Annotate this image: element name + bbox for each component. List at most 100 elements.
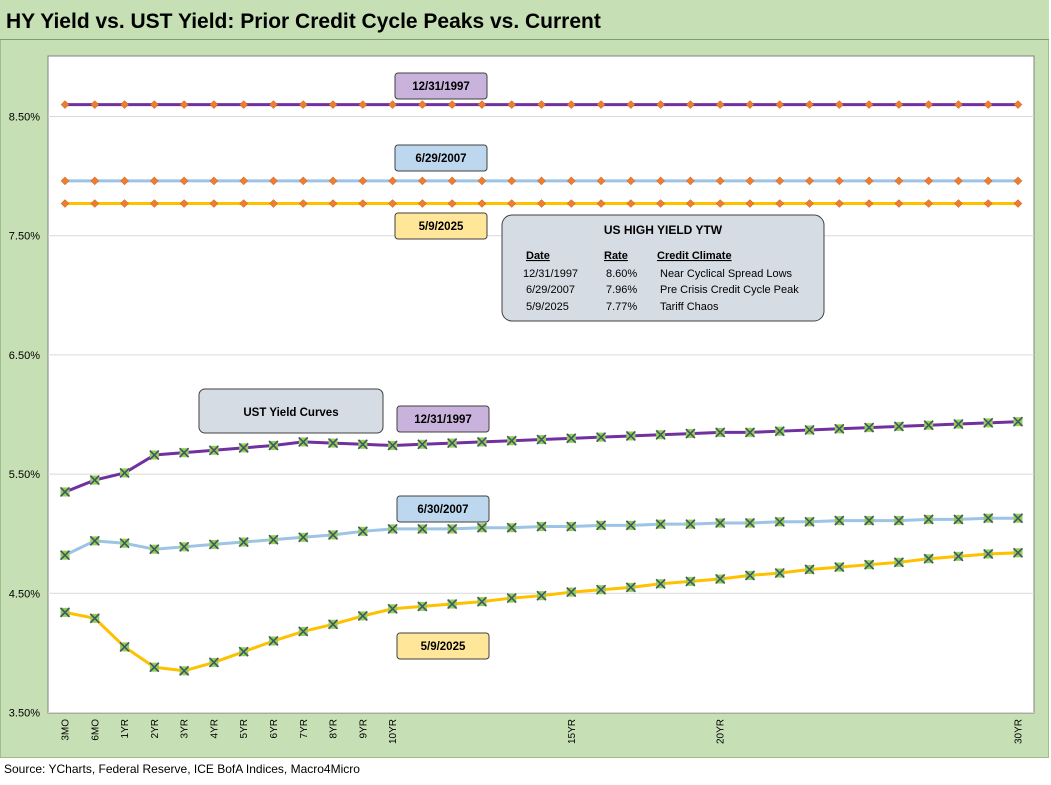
ust-point <box>179 665 190 676</box>
ust-point <box>655 429 666 440</box>
hy-point <box>447 199 457 208</box>
ust-point <box>268 635 279 647</box>
hy-point <box>924 176 934 186</box>
hy-point <box>596 100 606 109</box>
ust-point <box>774 426 785 437</box>
ust-point <box>685 428 696 439</box>
plot-area <box>47 55 1035 714</box>
ust-point <box>149 544 160 555</box>
hy-point <box>90 176 100 186</box>
hy-point <box>269 176 278 186</box>
hy-point <box>209 199 219 208</box>
y-tick-label: 6.50% <box>9 350 40 362</box>
hy-point <box>537 100 546 109</box>
hy-point <box>239 100 249 109</box>
hy-point <box>507 100 517 109</box>
ust-point <box>149 449 160 461</box>
chart-title: HY Yield vs. UST Yield: Prior Credit Cyc… <box>6 10 601 33</box>
hy-point <box>864 199 874 208</box>
hy-table-cell: 7.96% <box>606 284 637 296</box>
hy-point <box>864 100 874 109</box>
ust-point <box>953 551 964 562</box>
hy-point <box>954 176 963 186</box>
hy-point <box>924 199 934 208</box>
ust-point <box>89 613 100 624</box>
ust-point <box>476 436 488 447</box>
hy-point <box>328 199 338 208</box>
y-tick-label: 3.50% <box>9 708 40 720</box>
ust-point <box>59 486 71 498</box>
ust-point <box>357 610 368 622</box>
x-tick-label: 15YR <box>567 719 578 744</box>
y-tick-label: 8.50% <box>9 112 40 124</box>
hy-table-cell: 7.77% <box>606 301 637 313</box>
ust-point <box>774 567 785 579</box>
ust-series-label: 5/9/2025 <box>421 641 466 653</box>
hy-point <box>566 199 576 208</box>
x-tick-label: 6MO <box>90 719 101 741</box>
ust-point <box>238 442 249 453</box>
hy-point <box>775 199 785 208</box>
x-tick-label: 7YR <box>299 719 310 738</box>
x-tick-label: 30YR <box>1014 719 1025 744</box>
ust-point <box>208 539 219 550</box>
ust-point <box>357 526 368 537</box>
ust-point <box>536 590 547 601</box>
ust-point <box>89 535 100 546</box>
hy-point <box>298 100 308 109</box>
hy-table-cell: Tariff Chaos <box>660 301 719 313</box>
ust-point <box>447 523 458 534</box>
ust-point <box>119 467 130 478</box>
ust-series-label-box <box>396 632 490 660</box>
x-tick-label: 3MO <box>61 719 72 741</box>
hy-point <box>566 100 576 109</box>
hy-series-label: 6/29/2007 <box>415 153 466 165</box>
ust-point <box>595 432 607 443</box>
ust-point <box>417 601 428 612</box>
ust-point <box>983 548 994 560</box>
ust-point <box>953 514 964 525</box>
hy-point <box>805 100 814 109</box>
ust-point <box>387 440 398 451</box>
ust-series-label: 12/31/1997 <box>414 414 472 426</box>
ust-point <box>804 424 815 436</box>
ust-point <box>983 417 994 428</box>
ust-point <box>417 439 428 450</box>
hy-point <box>388 100 397 109</box>
ust-point <box>864 559 875 570</box>
hy-point <box>269 199 278 208</box>
ust-point <box>983 513 994 524</box>
ust-point <box>298 626 309 637</box>
hy-point <box>209 176 219 186</box>
ust-point <box>208 657 219 668</box>
hy-point <box>686 176 695 186</box>
hy-point <box>358 176 368 186</box>
hy-table-cell: Pre Crisis Credit Cycle Peak <box>660 284 799 296</box>
hy-point <box>179 100 189 109</box>
hy-point <box>358 199 368 208</box>
ust-series-label-box <box>396 405 490 433</box>
ust-point <box>893 421 904 432</box>
ust-series-label-box <box>396 495 490 523</box>
hy-point <box>149 176 159 186</box>
ust-point <box>327 529 339 540</box>
hy-point <box>745 100 755 109</box>
x-tick-label: 2YR <box>150 719 161 738</box>
hy-point <box>745 199 755 208</box>
ust-point <box>893 515 904 526</box>
ust-point <box>387 603 398 614</box>
hy-point <box>447 100 457 109</box>
hy-point <box>1013 176 1023 186</box>
ust-point <box>476 522 488 533</box>
hy-point <box>894 176 904 186</box>
ust-point <box>1012 513 1024 524</box>
hy-point <box>60 199 70 208</box>
hy-point <box>1013 100 1023 109</box>
ust-series-label: 6/30/2007 <box>417 504 468 516</box>
ust-point <box>923 420 934 431</box>
ust-point <box>268 440 279 451</box>
hy-point <box>983 199 993 208</box>
hy-point <box>805 176 814 186</box>
hy-point <box>507 199 517 208</box>
ust-point <box>179 447 190 458</box>
